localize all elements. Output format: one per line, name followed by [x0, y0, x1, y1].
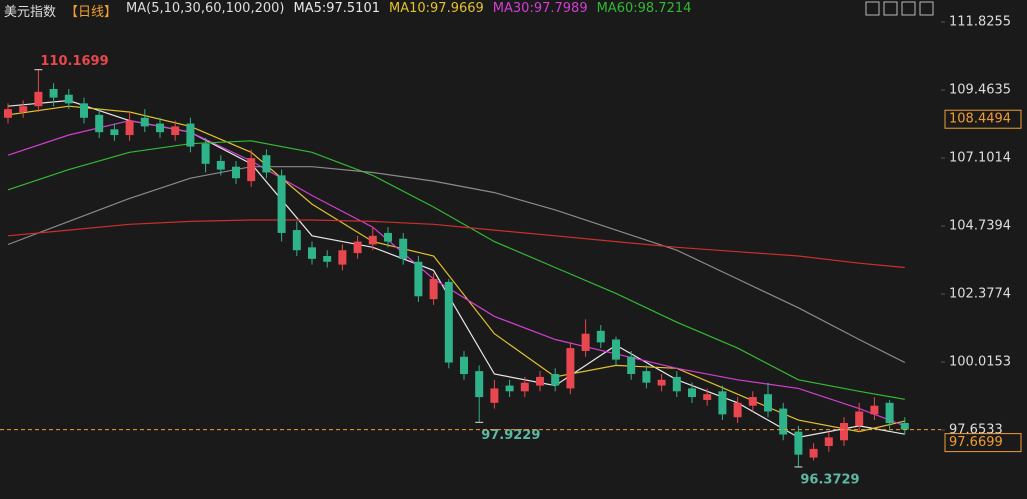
candle-body: [125, 120, 134, 136]
indicator: MA(5,10,30,60,100,200): [126, 1, 285, 16]
candle-body: [596, 330, 605, 343]
legend-entry: MA5:97.5101: [293, 1, 380, 16]
candle-body: [19, 106, 28, 113]
candle-body: [581, 333, 590, 351]
candle-body: [64, 94, 73, 104]
candle-body: [277, 175, 286, 233]
title: 美元指数: [4, 5, 57, 20]
candle-body: [475, 371, 484, 398]
tool-button[interactable]: [901, 1, 916, 16]
annotation-label: 110.1699: [40, 54, 108, 69]
candle-body: [186, 123, 195, 147]
candle-body: [353, 241, 362, 254]
candle-body: [216, 160, 225, 170]
y-tick-label: 111.8255: [949, 15, 1011, 30]
y-tick-label: 109.4635: [949, 83, 1011, 98]
y-tick-label: 107.1014: [949, 151, 1011, 166]
candle-body: [840, 422, 848, 441]
annotation-label: 97.9229: [481, 428, 540, 443]
candle-body: [201, 143, 210, 164]
candle-body: [49, 88, 58, 98]
ma-line: [7, 219, 905, 269]
plot: 111.8255 109.4635 107.1014 104.7394 102.3774…: [0, 15, 1022, 487]
period: 【日线】: [65, 5, 118, 20]
candle-body: [718, 391, 727, 415]
candle-body: [779, 408, 788, 435]
candle-body: [824, 437, 833, 447]
candle-body: [505, 385, 514, 392]
candle-body: [688, 388, 696, 398]
annotation-label: 96.3729: [800, 472, 859, 487]
y-tick-label: 100.0153: [949, 355, 1011, 370]
candle-body: [292, 230, 301, 251]
candle-body: [536, 376, 544, 386]
candle-body: [748, 397, 757, 406]
candle-body: [247, 158, 256, 182]
legend-entry: MA60:98.7214: [596, 1, 692, 16]
candle-body: [384, 232, 392, 242]
candle-body: [140, 117, 149, 127]
legend-entry: MA10:97.9669: [389, 1, 484, 16]
highlight-box: [944, 109, 1022, 129]
ma-line: [7, 140, 905, 400]
candle-body: [794, 431, 803, 455]
candle-body: [551, 374, 560, 386]
candle-body: [338, 250, 347, 265]
candle-body: [308, 247, 316, 259]
candle-body: [368, 235, 377, 245]
candle-body: [399, 238, 408, 259]
legend-entry: MA30:97.7989: [492, 1, 588, 16]
candle-body: [171, 126, 180, 136]
candle-body: [855, 411, 864, 426]
candle-body: [323, 255, 332, 262]
candle-body: [444, 281, 453, 363]
candle-body: [156, 123, 164, 133]
candle-body: [900, 422, 909, 430]
y-tick-label: 102.3774: [949, 287, 1011, 302]
ma-line: [7, 166, 906, 364]
y-tick-label: 104.7394: [949, 219, 1011, 234]
header: 美元指数 【日线】 MA(5,10,30,60,100,200) MA5:97.…: [4, 1, 692, 20]
candle-body: [80, 103, 88, 118]
candle-body: [627, 356, 636, 375]
candle-body: [429, 279, 438, 300]
candle-body: [4, 109, 12, 118]
candle-body: [764, 394, 772, 412]
candle-body: [110, 129, 119, 136]
tool-button[interactable]: [883, 1, 898, 16]
last-price-label: 97.6699: [949, 435, 1003, 450]
candle-body: [885, 402, 894, 423]
candle-body: [672, 376, 681, 392]
candle-body: [262, 155, 271, 173]
candle-body: [490, 388, 499, 403]
candle-body: [657, 379, 666, 386]
toolbar[interactable]: [865, 1, 934, 16]
candle-body: [809, 448, 818, 458]
candle-body: [566, 348, 575, 389]
tool-button[interactable]: [865, 1, 880, 16]
candle-body: [703, 394, 712, 400]
candle-body: [232, 166, 240, 179]
candle-body: [460, 356, 468, 375]
candle-body: [520, 382, 529, 392]
candle-body: [870, 405, 879, 415]
highlight-label: 108.4494: [949, 112, 1011, 127]
candle-body: [733, 402, 742, 418]
candle-body: [414, 261, 423, 297]
candle-body: [95, 114, 104, 133]
last-price-box: [944, 433, 1022, 453]
candle-body: [642, 371, 651, 383]
tool-button[interactable]: [919, 1, 934, 16]
candle-body: [612, 339, 620, 360]
candle-body: [34, 91, 43, 107]
